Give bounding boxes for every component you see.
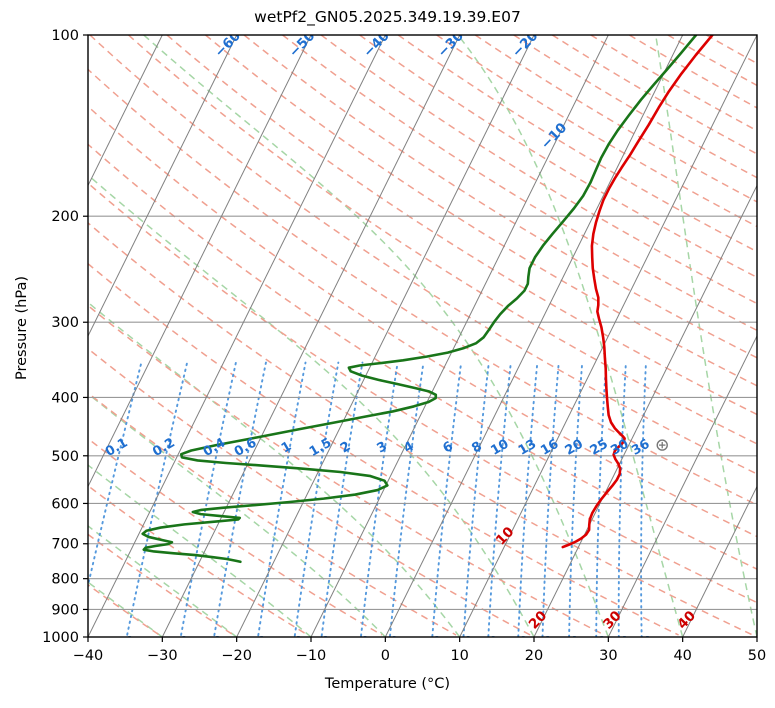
- x-tick-label: 20: [525, 648, 543, 664]
- x-tick-label: −30: [147, 648, 178, 664]
- mixing-ratio-line: [320, 361, 364, 637]
- dry-adiabat-line: [0, 35, 11, 635]
- dewpoint-curve: [141, 35, 698, 564]
- moist-adiabat-line: [88, 174, 535, 637]
- isotherm-line: [384, 35, 684, 637]
- dry-adiabat-line: [551, 35, 757, 155]
- y-tick-label: 200: [51, 209, 79, 225]
- mixing-ratio-line: [595, 361, 608, 637]
- moist-adiabat-line: [654, 35, 757, 637]
- mixing-ratio-line: [388, 361, 425, 637]
- x-tick-label: −10: [296, 648, 327, 664]
- moist-adiabat-line: [88, 392, 386, 637]
- y-tick-label: 700: [51, 537, 79, 553]
- x-tick-label: 0: [381, 648, 390, 664]
- temperature-curve: [561, 35, 714, 549]
- isotherm-line: [459, 35, 757, 637]
- y-tick-label: 800: [51, 572, 79, 588]
- isotherm-line: [88, 35, 163, 187]
- dry-adiabat-line: [282, 35, 757, 332]
- dry-adiabat-line: [127, 35, 757, 445]
- y-tick-label: 500: [51, 449, 79, 465]
- lcl-marker: [656, 439, 668, 451]
- isotherm-line: [756, 635, 757, 637]
- y-tick-label: 600: [51, 496, 79, 512]
- dry-adiabat-line: [513, 35, 757, 179]
- dry-adiabat-line: [88, 304, 605, 636]
- moist-adiabat-line: [88, 464, 312, 637]
- y-tick-label: 1000: [42, 630, 79, 646]
- moist-adiabat-lines: [88, 35, 775, 637]
- y-tick-label: 900: [51, 602, 79, 618]
- isotherm-line: [607, 334, 757, 637]
- dry-adiabat-line: [205, 35, 757, 387]
- dry-adiabat-line: [436, 35, 757, 228]
- x-tick-label: −20: [221, 648, 252, 664]
- isotherm-line: [88, 35, 312, 488]
- x-tick-label: 50: [748, 648, 766, 664]
- dry-adiabat-line: [397, 35, 757, 253]
- page-title: wetPf2_GN05.2025.349.19.39.E07: [254, 8, 521, 26]
- dry-adiabat-line: [88, 221, 754, 636]
- dry-adiabat-line: [320, 35, 757, 305]
- dry-adiabat-line: [88, 105, 757, 538]
- plot-markers: [656, 439, 668, 451]
- isotherm-line: [310, 35, 609, 637]
- x-axis-ticks: −40 −30 −20 −10 0 10 20 30 40 50: [73, 637, 766, 664]
- mixing-ratio-line: [257, 361, 307, 637]
- dry-adiabat-lines: [0, 35, 757, 636]
- mixing-ratio-line: [359, 361, 399, 637]
- dry-adiabat-line: [88, 68, 757, 506]
- dry-adiabat-line: [88, 262, 679, 636]
- mixing-ratio-line: [640, 361, 650, 637]
- isotherm-line: [88, 35, 386, 637]
- mixing-ratio-line: [517, 361, 539, 637]
- y-axis-ticks: 1000 900 800 700 600 500 400 300 200 100: [42, 28, 88, 646]
- dry-adiabat-line: [88, 533, 234, 636]
- isobar-lines: [88, 35, 757, 637]
- dry-adiabat-line: [89, 35, 757, 475]
- x-tick-label: −40: [73, 648, 104, 664]
- moist-adiabat-line: [765, 35, 775, 637]
- dry-adiabat-line: [243, 35, 757, 359]
- dry-adiabat-line: [88, 392, 457, 636]
- x-axis-label: Temperature (°C): [324, 676, 451, 692]
- x-tick-label: 10: [450, 648, 468, 664]
- sounding-curves: [141, 35, 714, 564]
- isotherm-line: [236, 35, 535, 637]
- dry-adiabat-line: [88, 437, 383, 636]
- mixing-ratio-line: [431, 361, 463, 637]
- dry-adiabat-line: [88, 143, 757, 570]
- isotherm-line: [161, 35, 461, 637]
- isotherm-line: [682, 485, 757, 637]
- dry-adiabat-line: [88, 182, 757, 604]
- y-tick-label: 300: [51, 315, 79, 331]
- moist-adiabat-line: [88, 301, 461, 637]
- y-tick-label: 400: [51, 390, 79, 406]
- mixing-ratio-line: [568, 361, 584, 637]
- moist-adiabat-line: [457, 35, 684, 637]
- moist-adiabat-line: [143, 35, 610, 637]
- mixing-ratio-line: [462, 361, 490, 637]
- plot-background: [88, 35, 757, 637]
- plot-border: [87, 34, 758, 638]
- mixing-ratio-line: [293, 361, 340, 637]
- mixing-ratio-line: [487, 361, 512, 637]
- x-tick-label: 30: [599, 648, 617, 664]
- x-tick-label: 40: [673, 648, 691, 664]
- y-tick-label: 100: [51, 28, 79, 44]
- dry-adiabat-line: [166, 35, 757, 416]
